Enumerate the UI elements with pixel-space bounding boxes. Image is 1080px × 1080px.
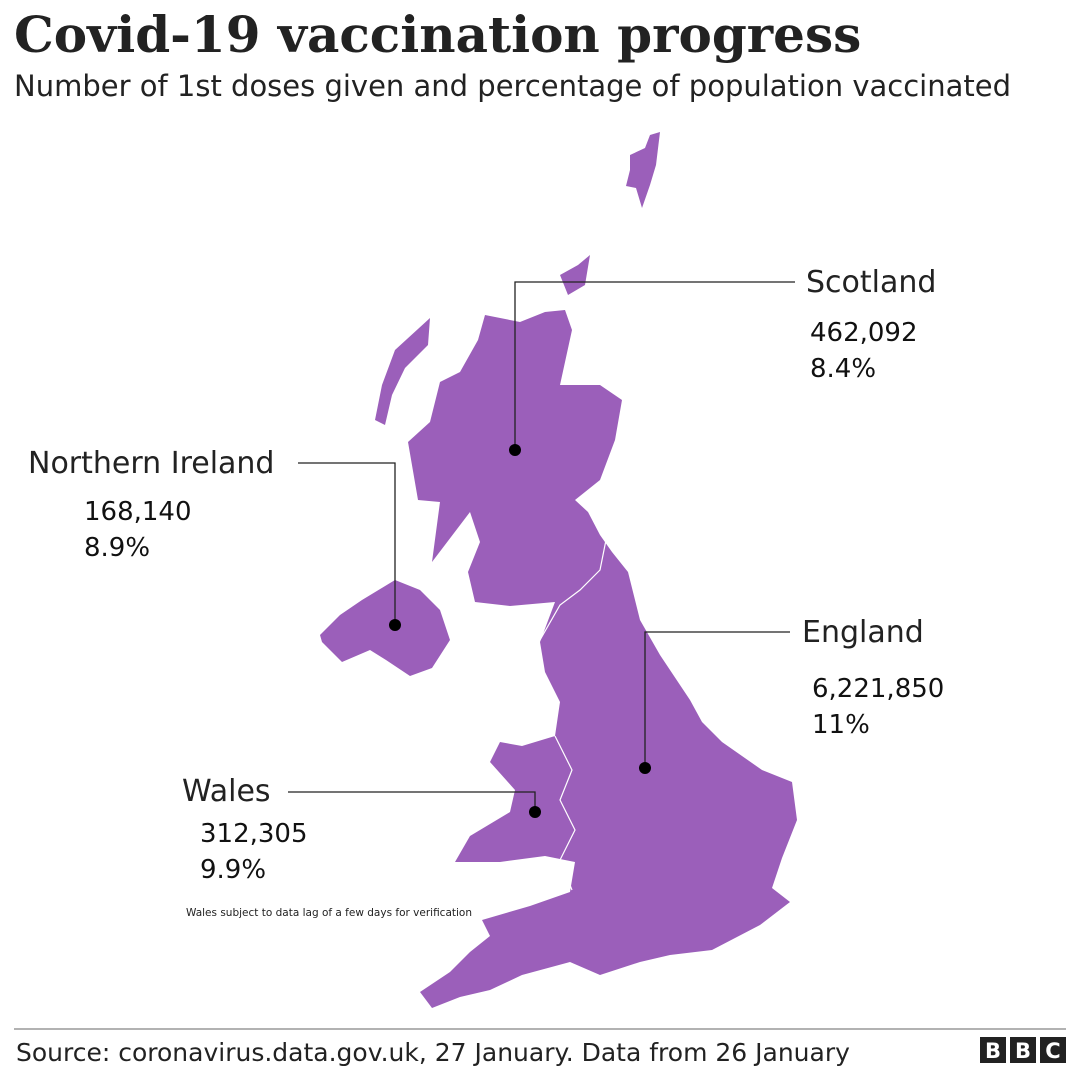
ni-dot (389, 619, 401, 631)
region-name: Scotland (806, 265, 936, 300)
leaders (288, 281, 795, 818)
region-doses: 312,305 (200, 819, 308, 849)
logo-letter: B (1015, 1039, 1031, 1063)
region-percent: 8.4% (810, 354, 876, 384)
orkney (560, 255, 590, 295)
source: Source: coronavirus.data.gov.uk, 27 Janu… (16, 1038, 850, 1067)
region-name: Wales (182, 774, 271, 809)
scotland-england-border (539, 539, 607, 641)
region-percent: 8.9% (84, 533, 150, 563)
bbc-logo: B B C (980, 1037, 1066, 1063)
scotland-dot (509, 444, 521, 456)
note: Wales subject to data lag of a few days … (186, 907, 472, 919)
logo-block (980, 1037, 1006, 1063)
northern-ireland-land (320, 580, 450, 676)
region-doses: 6,221,850 (812, 674, 944, 704)
region-doses: 168,140 (84, 497, 192, 527)
scotland-leader (514, 281, 795, 450)
logo-letter: B (985, 1039, 1001, 1063)
region-percent: 9.9% (200, 855, 266, 885)
ni-leader (298, 462, 396, 625)
wales-dot (529, 806, 541, 818)
title: Covid-19 vaccination progress (14, 5, 861, 64)
england-leader (644, 631, 790, 768)
region-name: Northern Ireland (28, 446, 274, 481)
region-name: England (802, 615, 924, 650)
wales-leader (288, 791, 536, 812)
region-doses: 462,092 (810, 318, 918, 348)
western-isles (375, 318, 430, 425)
england-dot (639, 762, 651, 774)
shetland (626, 132, 660, 208)
wales-england-border (554, 735, 576, 891)
region-percent: 11% (812, 710, 870, 740)
great-britain (408, 310, 797, 1008)
uk-map (320, 132, 797, 1008)
subtitle: Number of 1st doses given and percentage… (14, 69, 1011, 103)
logo-letter: C (1045, 1039, 1060, 1063)
logo-block (1040, 1037, 1066, 1063)
logo-block (1010, 1037, 1036, 1063)
